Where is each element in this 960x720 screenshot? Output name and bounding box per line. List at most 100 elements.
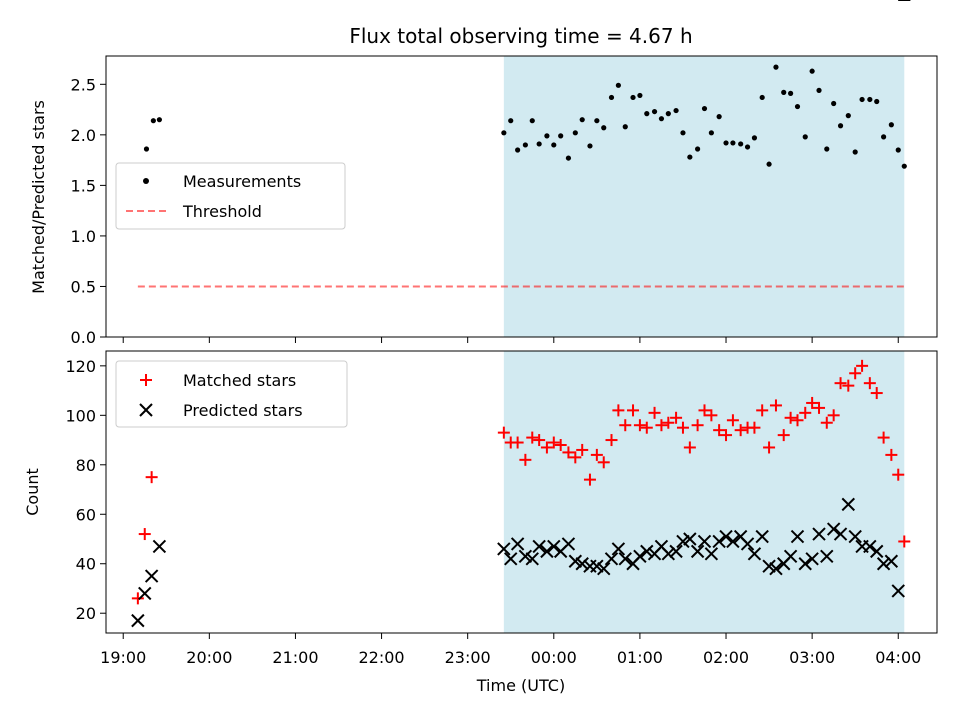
measurement-point bbox=[888, 122, 894, 128]
matched-star-point bbox=[691, 419, 704, 432]
matched-star-point bbox=[820, 416, 833, 429]
measurement-point bbox=[673, 107, 679, 114]
measurement-point bbox=[901, 163, 907, 169]
predicted-star-point bbox=[504, 552, 518, 566]
matched-star-point bbox=[705, 409, 718, 422]
measurement-point bbox=[665, 111, 671, 117]
predicted-star-point bbox=[833, 527, 848, 541]
measurement-point bbox=[738, 141, 744, 147]
xtick-label: 02:00 bbox=[703, 648, 749, 667]
bottom-ytick-label: 20 bbox=[76, 604, 96, 623]
measurement-point bbox=[837, 123, 844, 129]
bottom-legend-frame bbox=[115, 360, 348, 428]
matched-star-point bbox=[554, 439, 567, 451]
matched-star-point bbox=[583, 473, 596, 486]
measurement-point bbox=[608, 94, 615, 101]
matched-star-point bbox=[799, 406, 812, 419]
legend-label-threshold: Threshold bbox=[182, 202, 262, 221]
top-legend-frame bbox=[115, 162, 346, 230]
matched-star-point bbox=[791, 414, 804, 427]
matched-star-point bbox=[763, 441, 776, 454]
xtick-label: 23:00 bbox=[445, 648, 491, 667]
x-axis-label: Time (UTC) bbox=[476, 676, 565, 695]
matched-star-point bbox=[526, 431, 539, 444]
measurement-point bbox=[508, 118, 514, 124]
measurement-point bbox=[723, 140, 729, 146]
observing-window-shade-bottom bbox=[503, 351, 905, 633]
measurement-point bbox=[881, 134, 887, 140]
top-ytick-label: 0.0 bbox=[71, 328, 96, 347]
matched-star-point bbox=[131, 592, 144, 605]
measurement-point bbox=[874, 98, 880, 105]
measurement-point bbox=[687, 154, 693, 160]
top-ytick-label: 2.0 bbox=[71, 126, 96, 145]
predicted-star-point bbox=[704, 547, 719, 561]
matched-star-point bbox=[726, 414, 739, 427]
measurement-point bbox=[644, 111, 650, 117]
matched-star-point bbox=[662, 416, 675, 429]
matched-star-point bbox=[813, 401, 826, 414]
matched-star-point bbox=[863, 377, 876, 390]
measurement-point bbox=[781, 89, 787, 95]
matched-star-point bbox=[648, 406, 661, 419]
predicted-star-point bbox=[683, 532, 697, 546]
predicted-star-point bbox=[152, 539, 167, 554]
measurements-legend-marker bbox=[143, 178, 149, 184]
predicted-star-point bbox=[661, 547, 676, 561]
measurement-point bbox=[630, 94, 636, 101]
matched-star-point bbox=[605, 434, 618, 447]
predicted-star-point bbox=[820, 549, 834, 564]
measurement-point bbox=[701, 105, 708, 112]
matched-star-point bbox=[547, 436, 560, 449]
measurement-point bbox=[759, 94, 765, 101]
bottom-ytick-label: 100 bbox=[65, 406, 96, 425]
matched-stars-legend-marker bbox=[140, 374, 152, 386]
matched-star-point bbox=[540, 441, 553, 454]
top-ytick-label: 1.0 bbox=[71, 227, 96, 246]
measurement-point bbox=[572, 130, 578, 136]
predicted-stars-legend-marker bbox=[139, 403, 153, 417]
measurement-point bbox=[622, 124, 628, 130]
matched-star-point bbox=[784, 411, 797, 424]
xtick-label: 04:00 bbox=[875, 648, 921, 667]
matched-star-point bbox=[842, 379, 855, 392]
measurement-point bbox=[551, 142, 557, 148]
measurement-point bbox=[150, 118, 156, 124]
bottom-panel: 20 40 60 80 100 120 19:00 20:00 21:00 22:00 23:00… bbox=[23, 0, 938, 695]
legend-label-matched-stars: Matched stars bbox=[183, 371, 296, 390]
measurement-point bbox=[594, 118, 600, 124]
matched-star-point bbox=[769, 399, 782, 412]
measurement-point bbox=[544, 133, 550, 139]
predicted-star-point bbox=[497, 542, 511, 556]
predicted-star-point bbox=[805, 552, 819, 566]
matched-star-point bbox=[720, 429, 733, 442]
legend-label-predicted-stars: Predicted stars bbox=[183, 401, 303, 420]
measurement-point bbox=[730, 140, 736, 146]
matched-star-point bbox=[597, 456, 610, 469]
measurement-point bbox=[558, 133, 564, 139]
measurement-point bbox=[867, 96, 873, 103]
matched-star-point bbox=[612, 404, 625, 417]
matched-star-point bbox=[619, 419, 632, 432]
predicted-star-point bbox=[690, 544, 705, 559]
bottom-panel-ylabel: Count bbox=[23, 468, 42, 516]
matched-star-point bbox=[856, 359, 869, 372]
bottom-ytick-label: 80 bbox=[76, 456, 96, 475]
measurement-point bbox=[744, 144, 751, 150]
matched-star-point bbox=[756, 404, 769, 417]
predicted-star-point bbox=[525, 552, 539, 566]
matched-star-point bbox=[590, 448, 603, 461]
measurement-point bbox=[708, 130, 714, 136]
matched-star-point bbox=[497, 426, 510, 439]
predicted-star-point bbox=[747, 547, 762, 561]
xtick-label: 19:00 bbox=[100, 648, 146, 667]
top-panel: 0.0 0.5 1.0 1.5 2.0 2.5 Matched/Predicted sta… bbox=[29, 55, 938, 347]
matched-star-point bbox=[777, 429, 790, 442]
predicted-star-point bbox=[719, 529, 733, 544]
measurement-point bbox=[766, 161, 772, 167]
matched-star-point bbox=[511, 436, 524, 449]
measurement-point bbox=[716, 114, 722, 120]
top-panel-frame bbox=[105, 55, 938, 338]
measurement-point bbox=[845, 113, 851, 119]
xtick-label: 01:00 bbox=[617, 648, 663, 667]
